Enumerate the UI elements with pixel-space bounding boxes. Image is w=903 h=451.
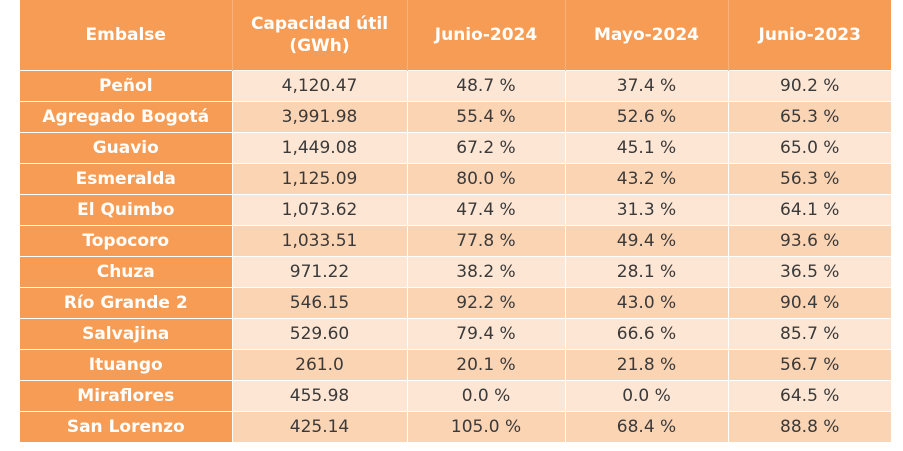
cell-embalse: Chuza [20, 256, 233, 288]
table-row: Ituango 261.0 20.1 % 21.8 % 56.7 % [20, 349, 891, 381]
cell-junio-2023: 36.5 % [728, 256, 891, 288]
cell-mayo-2024: 43.2 % [565, 163, 729, 195]
cell-junio-2023: 65.3 % [728, 101, 891, 133]
cell-mayo-2024: 28.1 % [565, 256, 729, 288]
cell-junio-2023: 64.5 % [728, 380, 891, 412]
cell-embalse: Peñol [20, 70, 233, 102]
cell-embalse: San Lorenzo [20, 411, 233, 442]
cell-capacidad-util: 1,073.62 [232, 194, 408, 226]
table-row: Chuza 971.22 38.2 % 28.1 % 36.5 % [20, 256, 891, 288]
cell-mayo-2024: 52.6 % [565, 101, 729, 133]
cell-capacidad-util: 3,991.98 [232, 101, 408, 133]
cell-junio-2023: 88.8 % [728, 411, 891, 442]
reservoir-table-container: Embalse Capacidad útil (GWh) Junio-2024 … [20, 0, 891, 442]
cell-capacidad-util: 546.15 [232, 287, 408, 319]
cell-embalse: Miraflores [20, 380, 233, 412]
cell-embalse: Topocoro [20, 225, 233, 257]
cell-mayo-2024: 31.3 % [565, 194, 729, 226]
table-row: Agregado Bogotá 3,991.98 55.4 % 52.6 % 65.3 … [20, 101, 891, 133]
reservoir-table: Embalse Capacidad útil (GWh) Junio-2024 … [20, 0, 891, 442]
table-header: Embalse Capacidad útil (GWh) Junio-2024 … [20, 0, 891, 71]
cell-junio-2023: 56.3 % [728, 163, 891, 195]
table-row: Miraflores 455.98 0.0 % 0.0 % 64.5 % [20, 380, 891, 412]
cell-capacidad-util: 425.14 [232, 411, 408, 442]
header-junio-2024: Junio-2024 [407, 0, 566, 71]
cell-junio-2024: 47.4 % [407, 194, 566, 226]
cell-junio-2023: 64.1 % [728, 194, 891, 226]
cell-mayo-2024: 21.8 % [565, 349, 729, 381]
table-body: Peñol 4,120.47 48.7 % 37.4 % 90.2 % Agregado … [20, 70, 891, 442]
cell-embalse: Río Grande 2 [20, 287, 233, 319]
table-row: Río Grande 2 546.15 92.2 % 43.0 % 90.4 % [20, 287, 891, 319]
cell-capacidad-util: 455.98 [232, 380, 408, 412]
cell-junio-2023: 56.7 % [728, 349, 891, 381]
cell-capacidad-util: 971.22 [232, 256, 408, 288]
table-row: Salvajina 529.60 79.4 % 66.6 % 85.7 % [20, 318, 891, 350]
cell-junio-2024: 20.1 % [407, 349, 566, 381]
cell-mayo-2024: 43.0 % [565, 287, 729, 319]
cell-junio-2024: 67.2 % [407, 132, 566, 164]
header-mayo-2024: Mayo-2024 [565, 0, 729, 71]
header-row: Embalse Capacidad útil (GWh) Junio-2024 … [20, 0, 891, 71]
table-row: San Lorenzo 425.14 105.0 % 68.4 % 88.8 % [20, 411, 891, 442]
cell-embalse: Ituango [20, 349, 233, 381]
cell-junio-2023: 90.2 % [728, 70, 891, 102]
header-junio-2023: Junio-2023 [728, 0, 891, 71]
cell-capacidad-util: 529.60 [232, 318, 408, 350]
cell-junio-2024: 48.7 % [407, 70, 566, 102]
header-embalse: Embalse [20, 0, 233, 71]
cell-junio-2024: 79.4 % [407, 318, 566, 350]
cell-embalse: Guavio [20, 132, 233, 164]
cell-junio-2024: 38.2 % [407, 256, 566, 288]
cell-junio-2023: 65.0 % [728, 132, 891, 164]
cell-embalse: Esmeralda [20, 163, 233, 195]
cell-capacidad-util: 1,033.51 [232, 225, 408, 257]
cell-junio-2024: 0.0 % [407, 380, 566, 412]
cell-mayo-2024: 66.6 % [565, 318, 729, 350]
cell-junio-2024: 77.8 % [407, 225, 566, 257]
table-row: Peñol 4,120.47 48.7 % 37.4 % 90.2 % [20, 70, 891, 102]
cell-junio-2023: 85.7 % [728, 318, 891, 350]
header-capacidad-util: Capacidad útil (GWh) [232, 0, 408, 71]
cell-embalse: Agregado Bogotá [20, 101, 233, 133]
table-row: Topocoro 1,033.51 77.8 % 49.4 % 93.6 % [20, 225, 891, 257]
table-row: Esmeralda 1,125.09 80.0 % 43.2 % 56.3 % [20, 163, 891, 195]
cell-capacidad-util: 1,125.09 [232, 163, 408, 195]
cell-junio-2024: 55.4 % [407, 101, 566, 133]
cell-embalse: El Quimbo [20, 194, 233, 226]
cell-mayo-2024: 68.4 % [565, 411, 729, 442]
cell-junio-2023: 90.4 % [728, 287, 891, 319]
cell-capacidad-util: 1,449.08 [232, 132, 408, 164]
cell-mayo-2024: 0.0 % [565, 380, 729, 412]
cell-junio-2024: 92.2 % [407, 287, 566, 319]
table-row: El Quimbo 1,073.62 47.4 % 31.3 % 64.1 % [20, 194, 891, 226]
cell-embalse: Salvajina [20, 318, 233, 350]
cell-junio-2024: 105.0 % [407, 411, 566, 442]
table-row: Guavio 1,449.08 67.2 % 45.1 % 65.0 % [20, 132, 891, 164]
cell-mayo-2024: 49.4 % [565, 225, 729, 257]
cell-mayo-2024: 45.1 % [565, 132, 729, 164]
cell-capacidad-util: 261.0 [232, 349, 408, 381]
cell-junio-2023: 93.6 % [728, 225, 891, 257]
cell-capacidad-util: 4,120.47 [232, 70, 408, 102]
cell-junio-2024: 80.0 % [407, 163, 566, 195]
cell-mayo-2024: 37.4 % [565, 70, 729, 102]
